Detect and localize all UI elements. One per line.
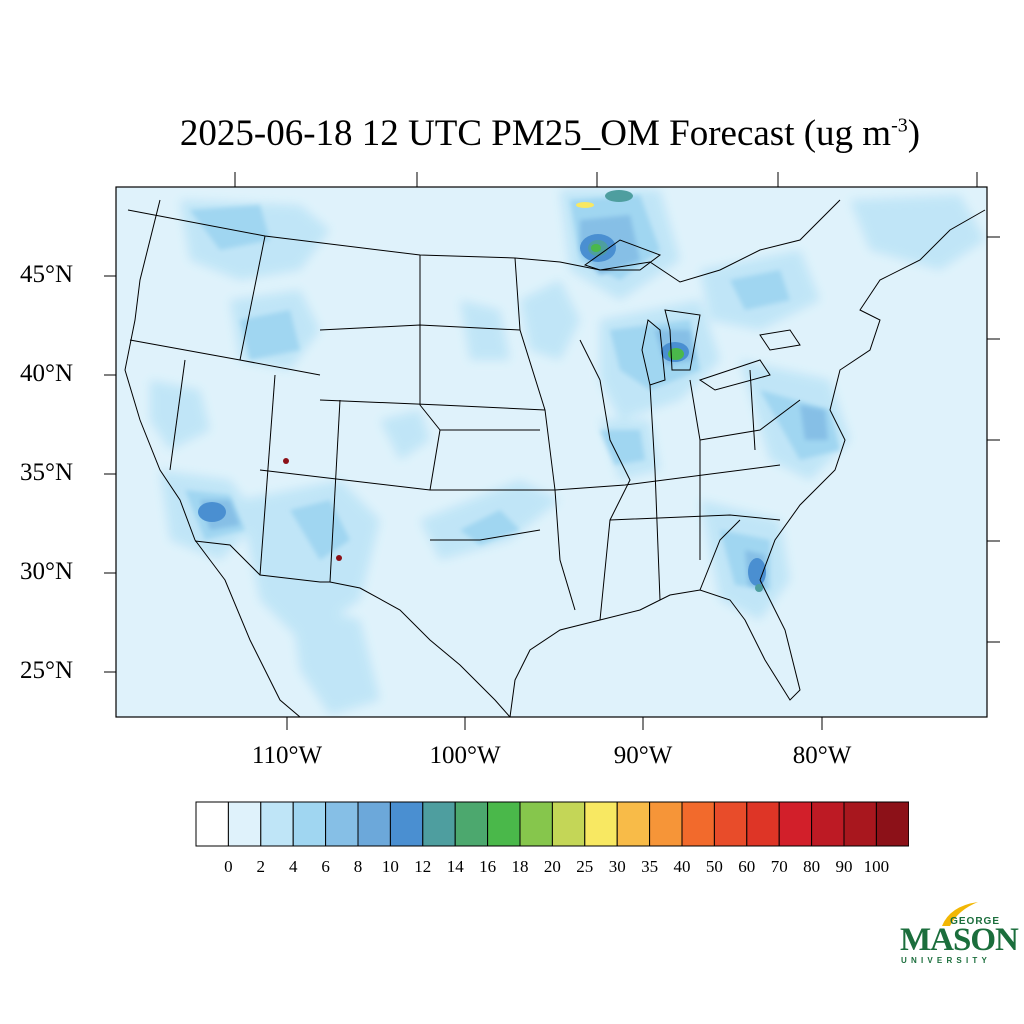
lat-label-45: 45°N [20, 261, 74, 288]
legend-swatch [195, 801, 229, 847]
color-legend [195, 801, 909, 847]
lon-label-90: 90°W [613, 742, 673, 769]
map-title: 2025-06-18 12 UTC PM25_OM Forecast (ug m… [0, 112, 1024, 155]
legend-label: 16 [479, 857, 497, 876]
legend-label: 6 [321, 857, 330, 876]
legend-swatch [389, 801, 424, 847]
legend-label: 10 [381, 857, 399, 876]
legend-label: 90 [835, 857, 853, 876]
legend-swatch [778, 801, 813, 847]
legend-label: 25 [576, 857, 594, 876]
logo-university: UNIVERSITY [901, 956, 992, 965]
legend-swatch [454, 801, 489, 847]
lat-label-35: 35°N [20, 459, 74, 486]
legend-swatch [551, 801, 586, 847]
legend-label: 12 [414, 857, 432, 876]
legend-label: 14 [446, 857, 464, 876]
lon-label-110: 110°W [251, 742, 323, 769]
logo-mason: MASON [900, 922, 1019, 958]
legend-label: 40 [673, 857, 691, 876]
legend-swatch [811, 801, 845, 847]
legend-label: 4 [288, 857, 298, 876]
lat-label-40: 40°N [20, 360, 74, 387]
legend-label: 0 [224, 857, 233, 876]
legend-swatch [875, 801, 909, 847]
legend-swatch [227, 801, 262, 847]
legend-swatch [357, 801, 391, 847]
lat-label-25: 25°N [20, 657, 74, 684]
legend-label: 18 [511, 857, 529, 876]
logo-flame-icon [942, 902, 978, 926]
legend-swatch [843, 801, 877, 847]
legend-label: 20 [543, 857, 561, 876]
title-close: ) [907, 113, 921, 154]
legend-swatch [487, 801, 521, 847]
legend-swatch [681, 801, 715, 847]
legend-label: 30 [608, 857, 626, 876]
legend-label: 2 [256, 857, 266, 876]
title-exponent: -3 [891, 114, 908, 137]
legend-swatch [584, 801, 618, 847]
legend-swatch [616, 801, 651, 847]
legend-swatch [713, 801, 748, 847]
legend-swatch [422, 801, 456, 847]
legend-swatch [519, 801, 553, 847]
legend-label: 8 [353, 857, 363, 876]
boundaries [124, 199, 986, 717]
title-text: 2025-06-18 12 UTC PM25_OM Forecast (ug m [179, 113, 892, 154]
legend-label: 80 [803, 857, 821, 876]
lat-ticks [104, 236, 1000, 673]
legend-swatch [260, 801, 294, 847]
logo-george: GEORGE [950, 916, 1000, 927]
legend-label: 70 [770, 857, 788, 876]
legend-swatch [325, 801, 359, 847]
legend-label: 60 [738, 857, 756, 876]
legend-label: 100 [863, 857, 890, 876]
map-frame [115, 186, 988, 718]
gmu-logo: GEORGE MASON UNIVERSITY [898, 898, 1019, 968]
legend-swatch [746, 801, 780, 847]
legend-label: 50 [705, 857, 723, 876]
legend-label: 35 [641, 857, 659, 876]
lon-ticks [234, 172, 978, 730]
lon-label-80: 80°W [792, 742, 852, 769]
legend-swatch [292, 801, 327, 847]
lat-label-30: 30°N [20, 558, 74, 585]
lon-label-100: 100°W [429, 742, 501, 769]
legend-swatch [649, 801, 683, 847]
